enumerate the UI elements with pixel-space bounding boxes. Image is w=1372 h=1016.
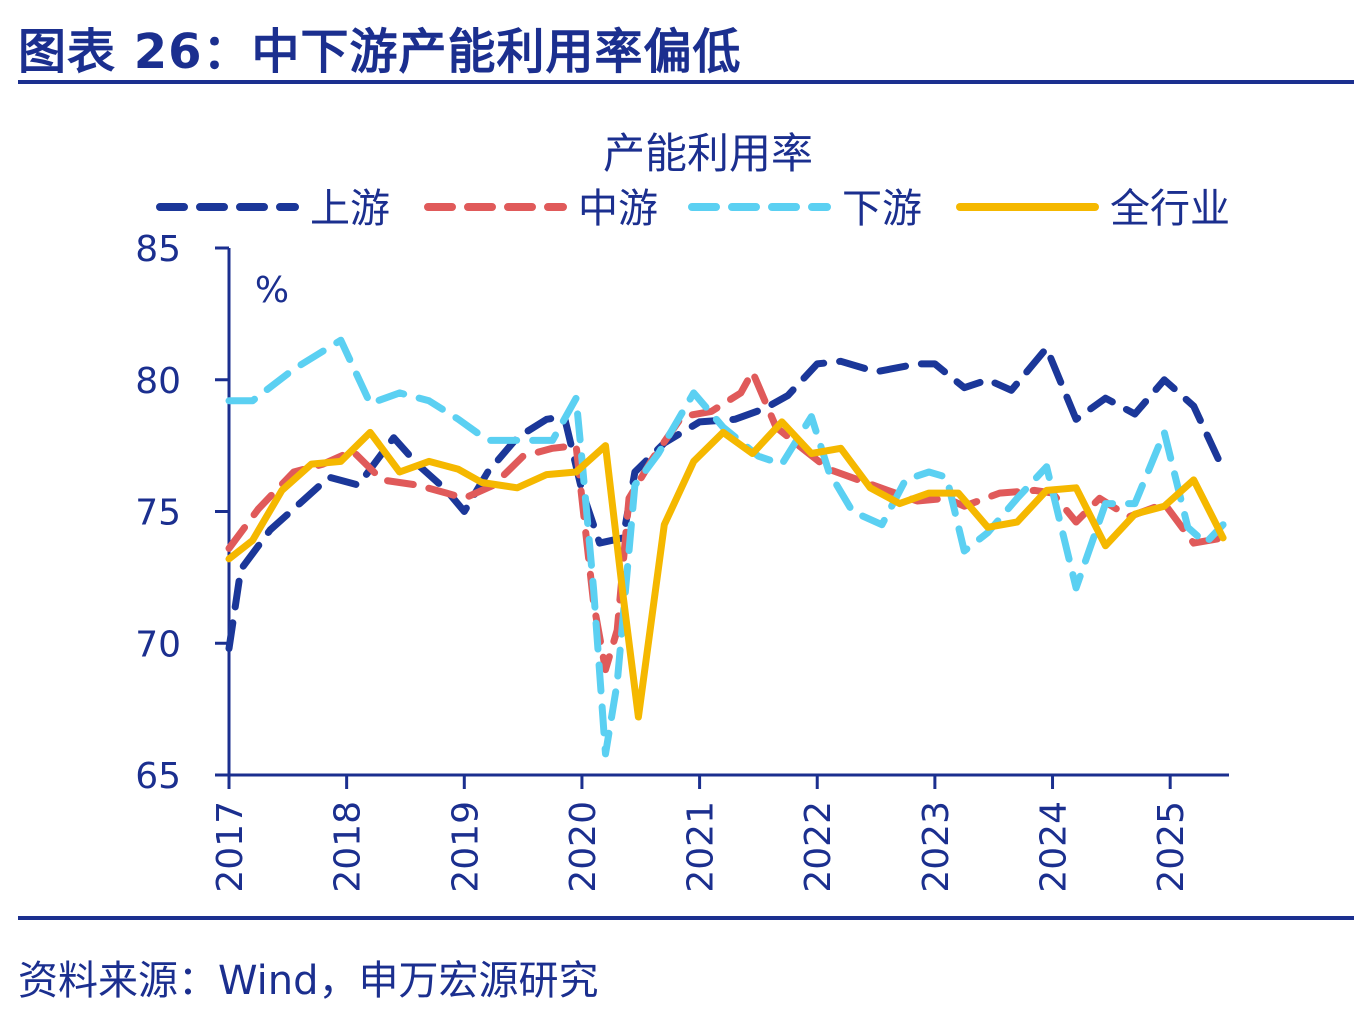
- legend-label: 上游: [310, 186, 390, 232]
- y-tick-label: 85: [135, 229, 181, 270]
- y-tick-label: 75: [135, 493, 181, 534]
- legend-label: 全行业: [1110, 186, 1230, 232]
- chart-title: 产能利用率: [603, 129, 813, 178]
- y-tick-label: 70: [135, 624, 181, 665]
- x-tick-label: 2023: [916, 801, 957, 893]
- y-axis-unit-label: %: [255, 270, 289, 311]
- title-rule: [18, 80, 1354, 84]
- x-tick-label: 2020: [563, 801, 604, 893]
- x-tick-label: 2025: [1151, 801, 1192, 893]
- series-line-全行业: [225, 418, 1227, 721]
- source-rule: [18, 916, 1354, 920]
- figure-title: 图表 26：中下游产能利用率偏低: [18, 24, 742, 80]
- x-tick-label: 2024: [1034, 801, 1075, 893]
- x-tick-label: 2017: [210, 801, 251, 893]
- legend-label: 中游: [578, 186, 658, 232]
- x-tick-label: 2021: [681, 801, 722, 893]
- x-tick-label: 2018: [328, 801, 369, 893]
- x-tick-label: 2022: [798, 801, 839, 893]
- x-tick-label: 2019: [445, 801, 486, 893]
- series-line-上游: [225, 344, 1227, 652]
- source-note: 资料来源：Wind，申万宏源研究: [18, 958, 599, 1004]
- chart-axes: 65 70 75 80 85 2017 2018 2019 2020 2021 2022 2023 20…: [135, 229, 1229, 893]
- y-tick-label: 65: [135, 756, 181, 797]
- chart-legend: 上游 中游 下游 全行业: [156, 186, 1230, 232]
- series-line-下游: [225, 336, 1227, 758]
- chart-plot-area: [225, 336, 1227, 758]
- y-tick-label: 80: [135, 361, 181, 402]
- legend-label: 下游: [842, 186, 922, 232]
- chart: 产能利用率 上游 中游 下游 全行业 % 65 70 75 80 85 2017 2018 2019…: [135, 129, 1230, 893]
